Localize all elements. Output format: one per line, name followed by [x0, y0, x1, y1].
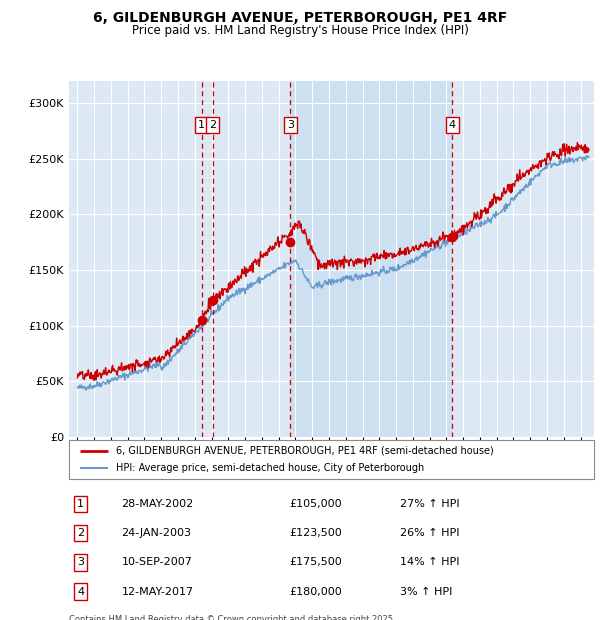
Text: 4: 4	[449, 120, 456, 130]
Text: 24-JAN-2003: 24-JAN-2003	[121, 528, 191, 538]
Text: £105,000: £105,000	[290, 499, 342, 509]
Text: 2: 2	[77, 528, 84, 538]
Text: 27% ↑ HPI: 27% ↑ HPI	[400, 499, 460, 509]
Text: 4: 4	[77, 587, 84, 596]
Text: 2: 2	[209, 120, 217, 130]
Text: 14% ↑ HPI: 14% ↑ HPI	[400, 557, 459, 567]
Text: 3: 3	[287, 120, 294, 130]
Text: 1: 1	[77, 499, 84, 509]
Text: Price paid vs. HM Land Registry's House Price Index (HPI): Price paid vs. HM Land Registry's House …	[131, 24, 469, 37]
Text: £175,500: £175,500	[290, 557, 342, 567]
Text: 6, GILDENBURGH AVENUE, PETERBOROUGH, PE1 4RF: 6, GILDENBURGH AVENUE, PETERBOROUGH, PE1…	[93, 11, 507, 25]
Text: 12-MAY-2017: 12-MAY-2017	[121, 587, 194, 596]
Text: 3: 3	[77, 557, 84, 567]
Text: 3% ↑ HPI: 3% ↑ HPI	[400, 587, 452, 596]
Text: HPI: Average price, semi-detached house, City of Peterborough: HPI: Average price, semi-detached house,…	[116, 463, 425, 473]
Text: £180,000: £180,000	[290, 587, 342, 596]
Text: Contains HM Land Registry data © Crown copyright and database right 2025.
This d: Contains HM Land Registry data © Crown c…	[69, 615, 395, 620]
Text: 28-MAY-2002: 28-MAY-2002	[121, 499, 194, 509]
Bar	[290, 81, 452, 437]
Text: 10-SEP-2007: 10-SEP-2007	[121, 557, 193, 567]
Text: 26% ↑ HPI: 26% ↑ HPI	[400, 528, 459, 538]
Text: 6, GILDENBURGH AVENUE, PETERBOROUGH, PE1 4RF (semi-detached house): 6, GILDENBURGH AVENUE, PETERBOROUGH, PE1…	[116, 446, 494, 456]
Text: 1: 1	[198, 120, 205, 130]
Text: £123,500: £123,500	[290, 528, 342, 538]
